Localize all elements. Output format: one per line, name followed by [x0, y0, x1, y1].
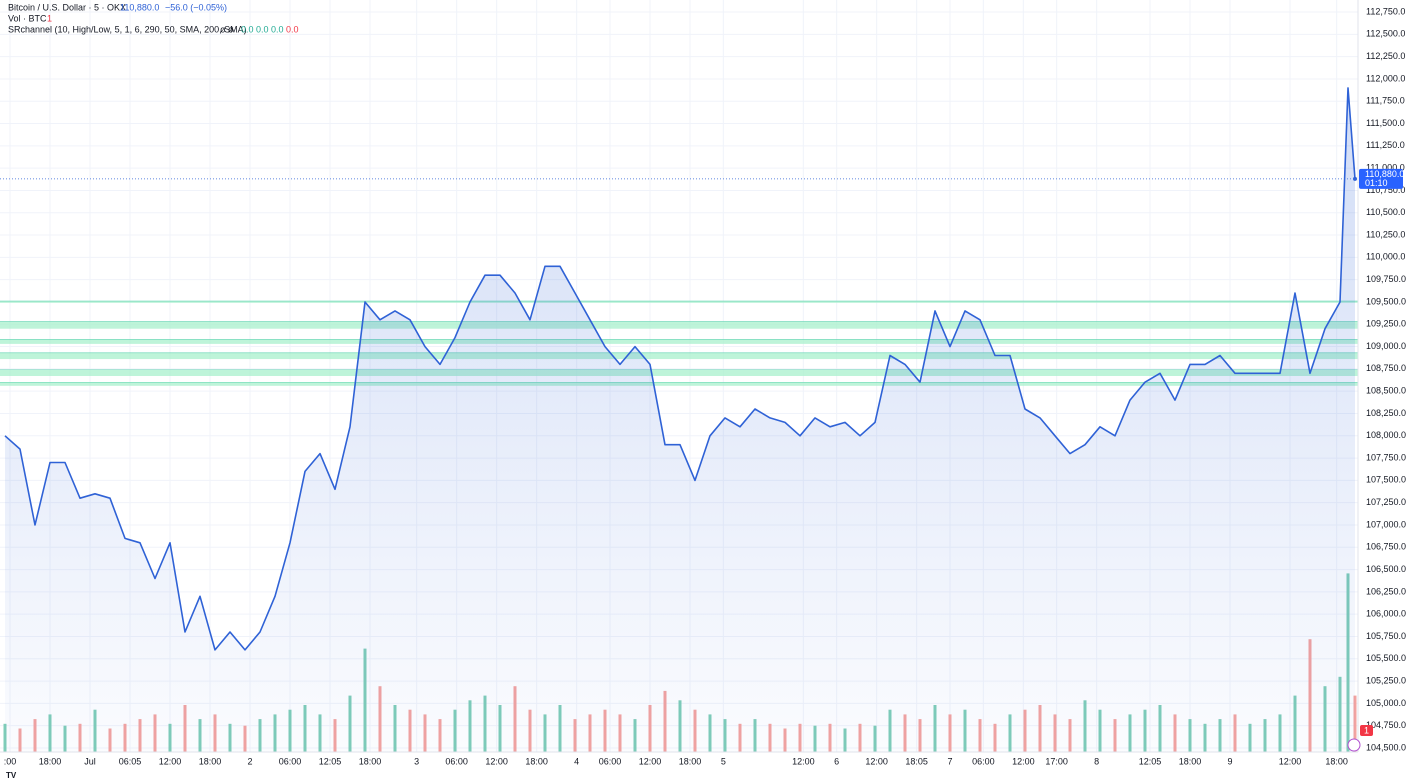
- x-tick-label: 06:05: [119, 756, 142, 766]
- x-tick-label: 7: [947, 756, 952, 766]
- plot: [0, 87, 1358, 752]
- x-tick-label: 18:00: [679, 756, 702, 766]
- y-tick-label: 110,250.0: [1366, 229, 1405, 239]
- x-tick-label: 18:00: [1179, 756, 1202, 766]
- y-tick-label: 106,500.0: [1366, 564, 1406, 574]
- y-tick-label: 104,500.0: [1366, 742, 1406, 752]
- x-tick-label: 12:00: [159, 756, 182, 766]
- x-tick-label: 06:00: [599, 756, 622, 766]
- x-tick-label: 18:05: [905, 756, 928, 766]
- y-tick-label: 105,250.0: [1366, 675, 1406, 685]
- x-tick-label: 12:05: [319, 756, 342, 766]
- x-tick-label: :00: [4, 756, 17, 766]
- last-price-badge: [1359, 168, 1403, 189]
- sr-band: [0, 369, 1358, 376]
- last-price-label: 110,880.0: [1365, 169, 1404, 179]
- y-tick-label: 109,250.0: [1366, 319, 1406, 329]
- logo: TV: [6, 771, 17, 780]
- x-tick-label: 12:00: [865, 756, 888, 766]
- y-tick-label: 112,250.0: [1366, 51, 1405, 61]
- x-tick-label: 9: [1227, 756, 1232, 766]
- indicator-title: SRchannel (10, High/Low, 5, 1, 6, 290, 5…: [8, 24, 247, 34]
- x-tick-label: 12:05: [1139, 756, 1162, 766]
- y-tick-label: 111,500.0: [1366, 118, 1405, 128]
- x-tick-label: 3: [414, 756, 419, 766]
- sr-band: [0, 321, 1358, 329]
- y-tick-label: 108,250.0: [1366, 408, 1406, 418]
- y-tick-label: 110,750.0: [1366, 185, 1405, 195]
- y-tick-label: 109,750.0: [1366, 274, 1406, 284]
- sr-band: [0, 382, 1358, 386]
- y-tick-label: 104,750.0: [1366, 720, 1406, 730]
- x-tick-label: 18:00: [525, 756, 548, 766]
- x-tick-label: 6: [834, 756, 839, 766]
- sr-band: [0, 339, 1358, 344]
- x-tick-label: 17:00: [1045, 756, 1068, 766]
- y-tick-label: 107,500.0: [1366, 475, 1406, 485]
- y-tick-label: 111,000.0: [1366, 163, 1405, 173]
- x-tick-label: 12:00: [1012, 756, 1035, 766]
- x-tick-label: Jul: [84, 756, 96, 766]
- x-tick-label: 5: [721, 756, 726, 766]
- header-price: 110,880.0: [120, 2, 159, 12]
- x-tick-label: 8: [1094, 756, 1099, 766]
- sr-band: [0, 301, 1358, 303]
- x-tick-label: 12:00: [639, 756, 662, 766]
- sr-channel: [0, 300, 1358, 386]
- x-tick-label: 18:00: [199, 756, 222, 766]
- y-tick-label: 110,500.0: [1366, 207, 1405, 217]
- y-tick-label: 106,000.0: [1366, 609, 1406, 619]
- y-tick-label: 108,750.0: [1366, 363, 1406, 373]
- x-tick-label: 12:00: [1279, 756, 1302, 766]
- x-tick-label: 12:00: [485, 756, 508, 766]
- x-tick-label: 18:00: [1325, 756, 1348, 766]
- last-price-dot: [1353, 176, 1357, 181]
- x-tick-label: 2: [247, 756, 252, 766]
- y-tick-label: 107,000.0: [1366, 519, 1406, 529]
- y-tick-label: 109,000.0: [1366, 341, 1406, 351]
- y-tick-label: 112,500.0: [1366, 29, 1405, 39]
- axes: 104,500.0 104,750.0 105,000.0 105,250.0 105,…: [4, 6, 1406, 766]
- y-tick-label: 110,000.0: [1366, 252, 1405, 262]
- indicator-value: 0.0: [286, 24, 299, 34]
- y-tick-label: 106,750.0: [1366, 542, 1406, 552]
- countdown-label: 01:10: [1365, 178, 1388, 188]
- volume-value: 1: [47, 13, 52, 23]
- x-tick-label: 18:00: [39, 756, 62, 766]
- price-area: [5, 87, 1355, 752]
- price-line: [4, 87, 1356, 651]
- volume-badge-label: 1: [1364, 725, 1369, 735]
- y-tick-label: 108,000.0: [1366, 430, 1406, 440]
- x-tick-label: 12:00: [792, 756, 815, 766]
- volume-title: Vol · BTC: [8, 13, 47, 23]
- x-tick-label: 4: [574, 756, 579, 766]
- y-tick-label: 105,500.0: [1366, 653, 1406, 663]
- y-tick-label: 105,750.0: [1366, 631, 1406, 641]
- volume-badge: [1360, 725, 1373, 736]
- y-tick-label: 105,000.0: [1366, 698, 1406, 708]
- x-tick-label: 18:00: [359, 756, 382, 766]
- sr-band: [0, 352, 1358, 360]
- symbol-title: Bitcoin / U.S. Dollar · 5 · OKX: [8, 2, 126, 12]
- x-tick-label: 06:00: [279, 756, 302, 766]
- alert-icon[interactable]: [1347, 738, 1361, 752]
- x-tick-label: 06:00: [445, 756, 468, 766]
- header-change: −56.0 (−0.05%): [165, 2, 227, 12]
- x-tick-label: 06:00: [972, 756, 995, 766]
- indicator-value: 0.0: [271, 24, 284, 34]
- indicator-value: 0.0: [241, 24, 254, 34]
- y-tick-label: 108,500.0: [1366, 386, 1406, 396]
- y-tick-label: 109,500.0: [1366, 296, 1406, 306]
- y-tick-label: 107,250.0: [1366, 497, 1406, 507]
- y-tick-label: 107,750.0: [1366, 452, 1406, 462]
- y-tick-label: 111,250.0: [1366, 140, 1405, 150]
- indicator-marks: ø ø: [220, 24, 234, 34]
- y-tick-label: 111,750.0: [1366, 96, 1405, 106]
- indicator-value: 0.0: [256, 24, 269, 34]
- y-tick-label: 112,000.0: [1366, 73, 1405, 83]
- y-tick-label: 112,750.0: [1366, 6, 1405, 16]
- y-tick-label: 106,250.0: [1366, 586, 1406, 596]
